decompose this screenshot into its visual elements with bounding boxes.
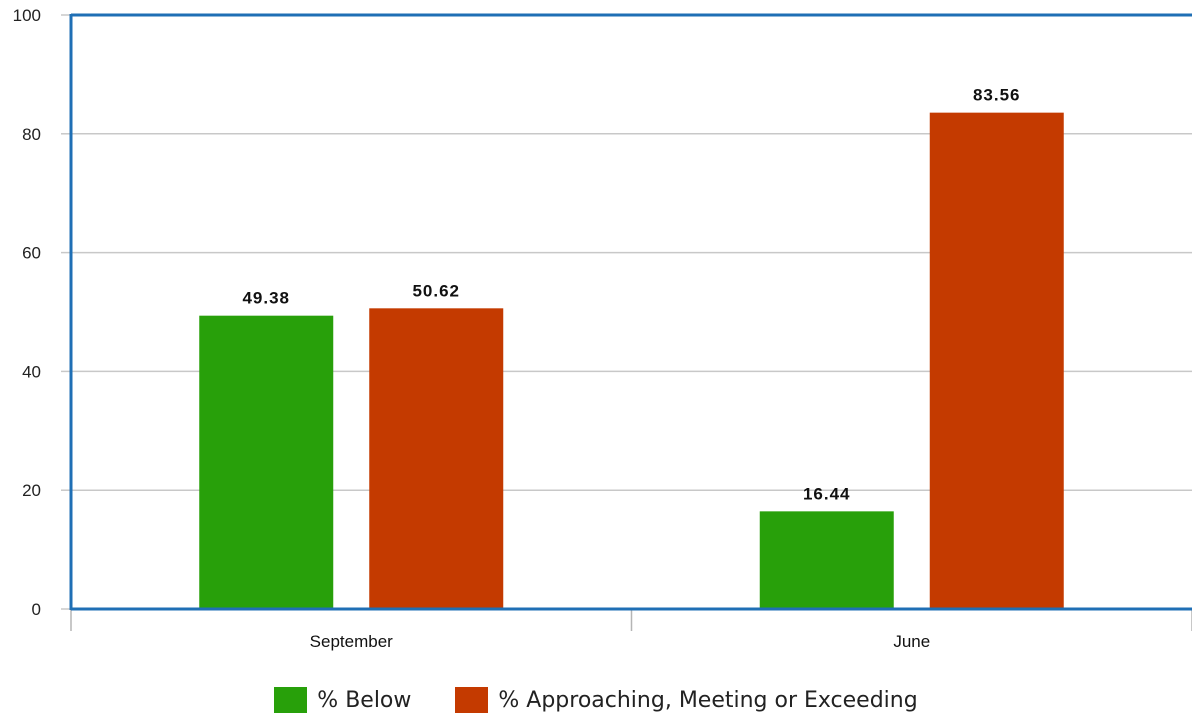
- bar-chart: 0 20 40 60 80 100 49.38 50.62 September 16.44 83.5…: [13, 6, 1192, 651]
- bar-september-series-0: [199, 315, 334, 609]
- x-tick-label-september: September: [310, 632, 393, 651]
- legend-swatch-below: [274, 687, 308, 713]
- y-tick-label-80: 80: [22, 125, 41, 144]
- legend-item-approaching: % Approaching, Meeting or Exceeding: [455, 687, 918, 713]
- bar-june-series-0: [759, 511, 894, 609]
- legend-label-below: % Below: [317, 687, 412, 713]
- legend-item-below: % Below: [274, 687, 411, 713]
- data-label-september-series-1: 50.62: [412, 281, 460, 300]
- bar-september-series-1: [369, 308, 504, 609]
- legend-label-approaching: % Approaching, Meeting or Exceeding: [498, 687, 918, 713]
- y-tick-label-20: 20: [22, 481, 41, 500]
- y-tick-label-0: 0: [32, 600, 41, 619]
- x-tick-label-june: June: [893, 632, 930, 651]
- bar-june-series-1: [929, 112, 1064, 610]
- legend-swatch-approaching: [455, 687, 489, 713]
- y-tick-label-100: 100: [13, 6, 41, 25]
- data-label-june-series-1: 83.56: [973, 86, 1021, 105]
- data-label-june-series-0: 16.44: [803, 484, 851, 503]
- data-label-september-series-0: 49.38: [242, 289, 290, 308]
- y-tick-label-60: 60: [22, 244, 41, 263]
- y-tick-label-40: 40: [22, 362, 41, 381]
- legend: % Below % Approaching, Meeting or Exceed…: [0, 684, 1192, 716]
